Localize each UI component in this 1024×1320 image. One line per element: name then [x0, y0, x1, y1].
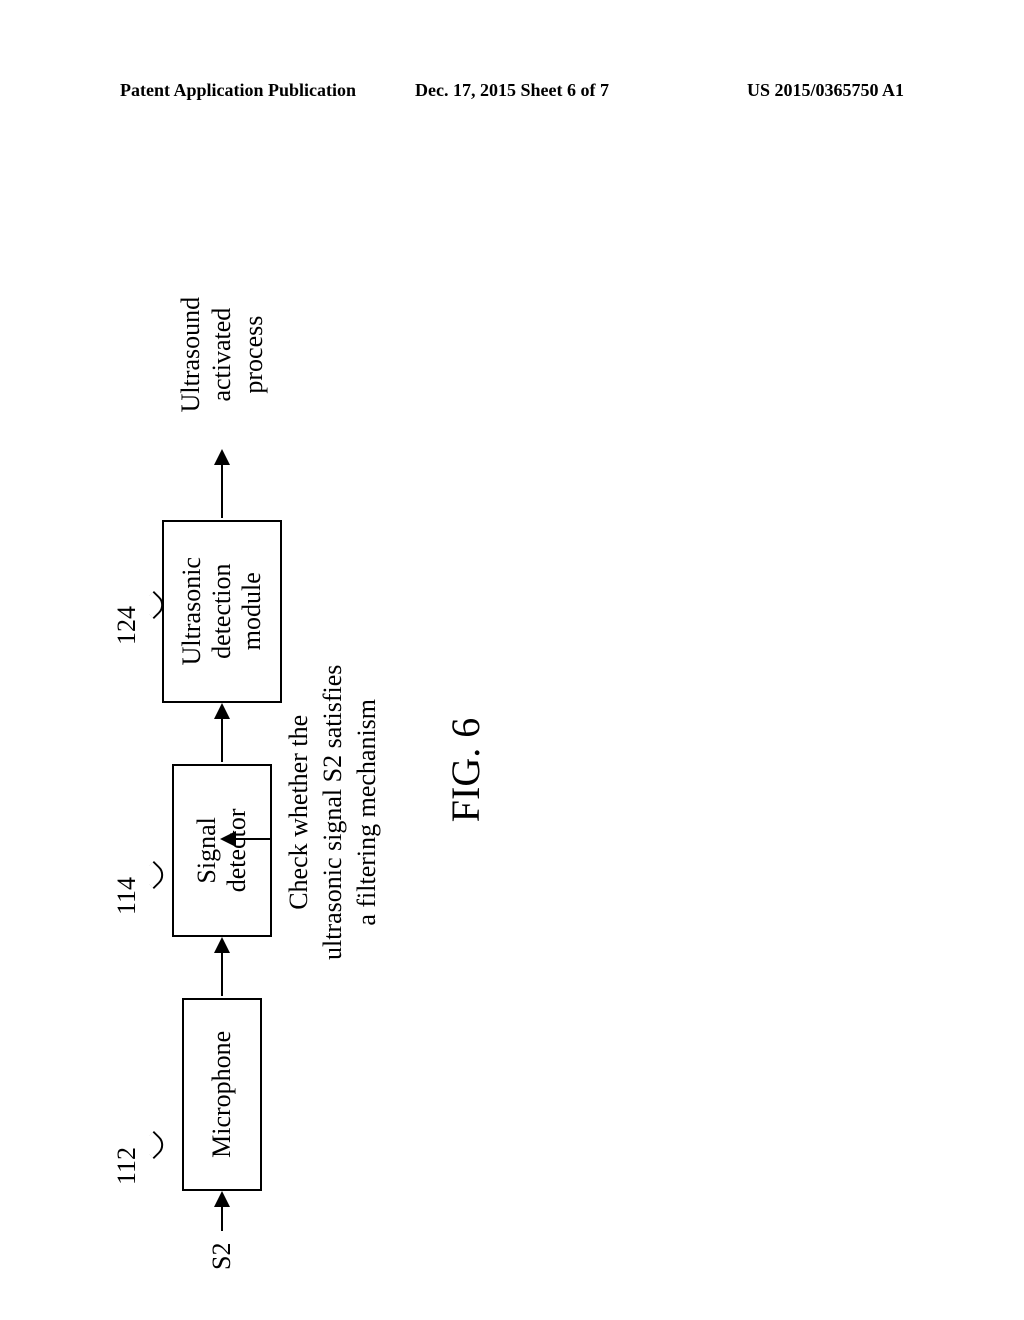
ref-number: 112 [112, 1147, 141, 1185]
flowchart-main-row: S2 Microphone Signal detector Ultrasonic… [162, 270, 282, 1270]
note-line2: ultrasonic signal S2 satisfies [316, 665, 350, 960]
arrow-icon [221, 1193, 223, 1231]
signal-input-label: S2 [207, 1243, 237, 1270]
note-arrow-icon [222, 838, 272, 840]
signal-label-line2: detector [222, 809, 252, 893]
page-header: Patent Application Publication Dec. 17, … [0, 80, 1024, 101]
microphone-label: Microphone [207, 1031, 237, 1158]
microphone-block: Microphone [182, 998, 262, 1190]
note-line3: a filtering mechanism [350, 665, 384, 960]
header-publication-type: Patent Application Publication [120, 80, 381, 101]
ultrasonic-label-line2: detection [207, 564, 237, 659]
arrow-icon [221, 939, 223, 996]
reference-label-signal-detector: 114 [112, 877, 142, 915]
ultrasonic-label-line3: module [237, 572, 267, 650]
reference-label-ultrasonic-module: 124 [112, 606, 142, 645]
ref-number: 124 [112, 606, 141, 645]
ultrasonic-label-line1: Ultrasonic [177, 557, 207, 665]
filtering-note: Check whether the ultrasonic signal S2 s… [282, 665, 383, 960]
arrow-icon [221, 705, 223, 762]
figure-number-label: FIG. 6 [442, 718, 489, 822]
header-date-sheet: Dec. 17, 2015 Sheet 6 of 7 [381, 80, 642, 101]
output-line1: Ultrasound [175, 270, 206, 439]
note-line1: Check whether the [282, 665, 316, 960]
output-line2: activated process [206, 270, 268, 439]
header-publication-number: US 2015/0365750 A1 [643, 80, 904, 101]
signal-detector-block: Signal detector [172, 764, 272, 938]
ref-number: 114 [112, 877, 141, 915]
signal-label-line1: Signal [192, 817, 222, 883]
reference-label-microphone: 112 [112, 1147, 142, 1185]
output-label: Ultrasound activated process [175, 270, 269, 439]
ultrasonic-detection-block: Ultrasonic detection module [162, 520, 282, 703]
flowchart-diagram: 112 114 124 S2 Microphone Signal detecto… [162, 270, 862, 1270]
arrow-icon [221, 451, 223, 517]
